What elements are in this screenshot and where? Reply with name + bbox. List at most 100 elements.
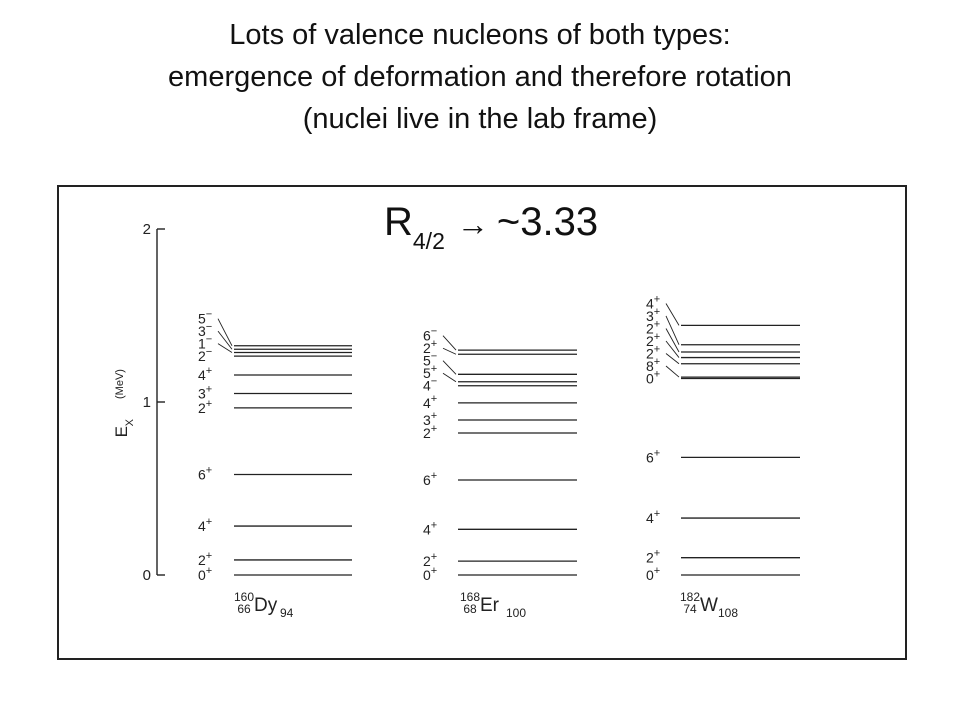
- level-spin-label: 4+: [646, 508, 660, 526]
- level-spin-label: 4−: [423, 376, 437, 394]
- title-line-2: emergence of deformation and therefore r…: [168, 61, 792, 93]
- level-connector: [665, 340, 680, 358]
- level-parity: −: [431, 376, 437, 388]
- arrow-icon: →: [456, 206, 489, 242]
- level-spin-label: 3−: [198, 321, 212, 339]
- level-parity: +: [431, 338, 437, 350]
- level-spin: 2: [646, 320, 654, 336]
- level-spin: 5: [198, 311, 206, 327]
- level-spin: 2: [198, 400, 206, 416]
- level-spin-label: 0+: [646, 368, 660, 386]
- level-parity: +: [431, 565, 437, 577]
- level-spin-label: 8+: [646, 356, 660, 374]
- nucleus-proton-number: 74: [683, 602, 697, 616]
- level-spin: 4: [423, 378, 431, 394]
- level-spin: 0: [198, 567, 206, 583]
- axis-tick-label: 1: [143, 394, 151, 411]
- level-parity: −: [206, 309, 212, 321]
- axis-tick-label: 0: [143, 567, 151, 584]
- level-spin-label: 0+: [198, 565, 212, 583]
- nucleus-neutron-number: 100: [506, 606, 526, 620]
- level-parity: +: [206, 384, 212, 396]
- nucleus-symbol: W: [700, 595, 718, 616]
- level-connector: [665, 315, 680, 345]
- title-line-3: (nuclei live in the lab frame): [302, 103, 658, 135]
- level-spin-label: 5−: [198, 309, 212, 327]
- level-spin: 6: [646, 449, 654, 465]
- level-spin: 2: [198, 348, 206, 364]
- level-parity: −: [206, 321, 212, 333]
- level-parity: +: [431, 470, 437, 482]
- level-spin: 1: [198, 336, 206, 352]
- level-spin-label: 0+: [423, 565, 437, 583]
- level-connector: [442, 372, 457, 383]
- level-spin-label: 4+: [198, 516, 212, 534]
- level-parity: +: [654, 565, 660, 577]
- level-parity: +: [206, 550, 212, 562]
- level-parity: +: [206, 565, 212, 577]
- level-spin: 2: [423, 553, 431, 569]
- level-spin-label: 0+: [646, 565, 660, 583]
- level-connector: [665, 365, 680, 378]
- level-spin-label: 4+: [646, 293, 660, 311]
- nucleus-symbol: Dy: [254, 595, 278, 616]
- level-spin-label: 4+: [198, 365, 212, 383]
- level-connector: [217, 330, 233, 350]
- level-spin: 4: [198, 367, 206, 383]
- level-spin-label: 2+: [423, 338, 437, 356]
- level-parity: +: [654, 331, 660, 343]
- level-spin-label: 1−: [198, 334, 212, 352]
- level-parity: −: [206, 334, 212, 346]
- level-spin-label: 2+: [646, 548, 660, 566]
- level-parity: +: [431, 551, 437, 563]
- level-spin-label: 3+: [423, 410, 437, 428]
- title-line-1: Lots of valence nucleons of both types:: [229, 19, 731, 51]
- level-parity: +: [431, 519, 437, 531]
- level-spin: 5: [423, 365, 431, 381]
- level-connector: [442, 347, 457, 355]
- level-spin-label: 2+: [423, 423, 437, 441]
- level-parity: +: [654, 368, 660, 380]
- level-spin-label: 2+: [198, 550, 212, 568]
- level-spin: 6: [198, 466, 206, 482]
- level-parity: +: [654, 548, 660, 560]
- level-parity: −: [206, 346, 212, 358]
- level-spin: 4: [423, 395, 431, 411]
- nucleus-mass-number: 160: [234, 590, 254, 604]
- level-spin-label: 2+: [423, 551, 437, 569]
- level-connector: [665, 303, 680, 326]
- level-spin: 5: [423, 353, 431, 369]
- level-spin-label: 4+: [423, 393, 437, 411]
- level-spin: 8: [646, 358, 654, 374]
- level-parity: +: [206, 464, 212, 476]
- level-spin: 6: [423, 328, 431, 344]
- level-spin: 6: [423, 472, 431, 488]
- level-parity: −: [431, 351, 437, 363]
- level-parity: +: [654, 306, 660, 318]
- level-connector: [665, 328, 680, 353]
- slide-title: Lots of valence nucleons of both types: …: [0, 14, 960, 140]
- level-spin-label: 2+: [198, 398, 212, 416]
- level-connector: [217, 343, 233, 353]
- axis-tick-label: 2: [143, 221, 151, 238]
- level-spin: 0: [646, 370, 654, 386]
- nucleus-proton-number: 68: [463, 602, 477, 616]
- level-parity: +: [206, 516, 212, 528]
- level-spin-label: 5+: [423, 363, 437, 381]
- level-parity: +: [206, 365, 212, 377]
- level-spin: 2: [198, 552, 206, 568]
- level-spin-label: 6+: [198, 464, 212, 482]
- level-spin: 2: [646, 345, 654, 361]
- energy-axis-label: EX (MeV): [112, 369, 136, 437]
- nucleus-proton-number: 66: [237, 602, 251, 616]
- level-connector: [665, 353, 680, 365]
- level-spin: 0: [646, 567, 654, 583]
- ratio-annotation: R4/2 → ~3.33: [384, 200, 599, 254]
- level-parity: +: [654, 447, 660, 459]
- level-spin-label: 3+: [198, 384, 212, 402]
- level-spin: 2: [423, 425, 431, 441]
- ratio-value: ~3.33: [496, 200, 599, 244]
- level-spin: 4: [198, 518, 206, 534]
- level-spin-label: 6+: [646, 447, 660, 465]
